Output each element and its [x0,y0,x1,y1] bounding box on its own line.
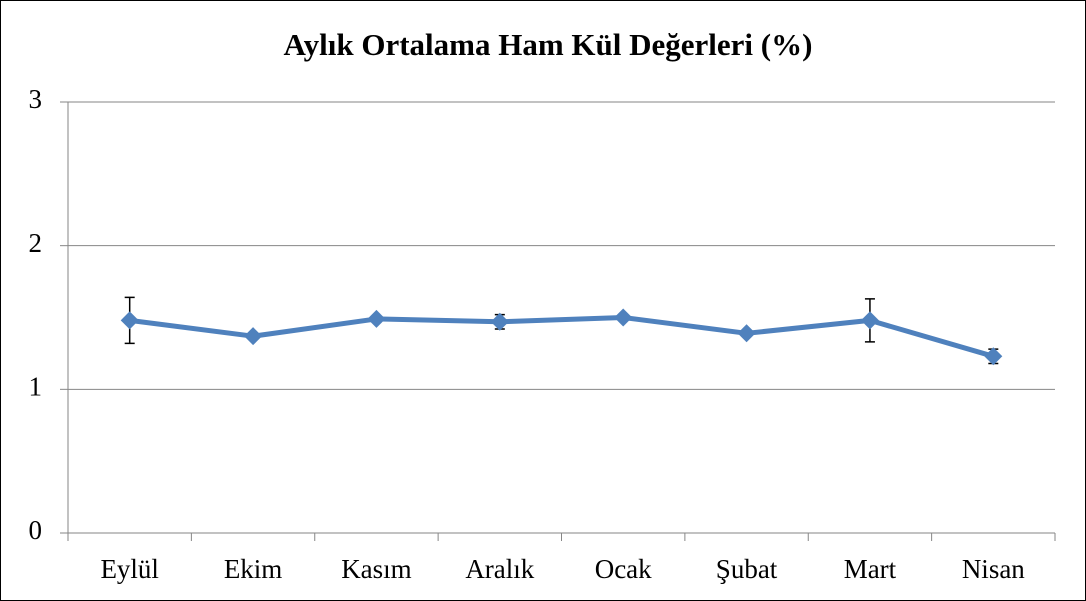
x-tick-label: Nisan [962,554,1025,584]
x-tick-label: Mart [844,554,897,584]
data-marker [120,311,139,330]
data-marker [737,324,756,343]
data-marker [367,309,386,328]
y-tick-label: 2 [29,228,43,258]
y-tick-label: 1 [29,372,43,402]
y-tick-label: 0 [29,515,43,545]
x-tick-label: Kasım [341,554,412,584]
series-line [129,315,995,359]
x-tick-label: Şubat [716,554,778,584]
data-marker [860,311,879,330]
data-marker [614,308,633,327]
x-tick-label: Ekim [224,554,283,584]
data-marker [490,312,509,331]
data-marker [984,347,1003,366]
x-tick-label: Ocak [595,554,652,584]
y-tick-label: 3 [29,84,43,114]
chart-title: Aylık Ortalama Ham Kül Değerleri (%) [284,27,813,62]
x-tick-label: Eylül [100,554,159,584]
x-tick-label: Aralık [465,554,534,584]
data-marker [244,327,263,346]
